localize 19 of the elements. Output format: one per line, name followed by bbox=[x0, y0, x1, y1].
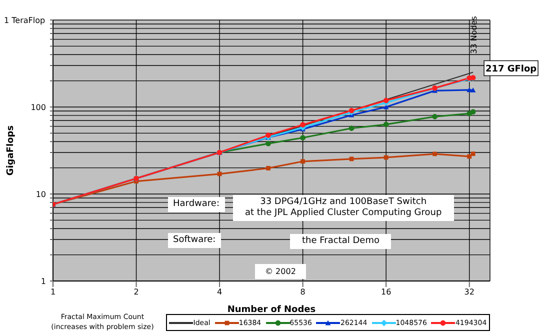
annotation: the Fractal Demo bbox=[290, 234, 392, 249]
x-tick-label: 8 bbox=[300, 288, 306, 297]
annotation: 33 DPG4/1GHz and 100BaseT Switch at the JPL Applied Cluster Computing Group bbox=[233, 195, 454, 221]
text: 1 TeraFlop bbox=[4, 15, 46, 26]
x-tick-label: 1 bbox=[50, 288, 56, 297]
x-tick-label: 16 bbox=[380, 288, 392, 297]
annotation: © 2002 bbox=[255, 264, 306, 279]
y-tick-label: 100 bbox=[30, 103, 46, 112]
annotation: Software: bbox=[168, 233, 221, 248]
y-tick-label: 10 bbox=[36, 190, 46, 199]
x-tick-label: 4 bbox=[216, 288, 222, 297]
x-tick-label: 32 bbox=[464, 288, 474, 297]
x-tick-label: 2 bbox=[134, 288, 139, 297]
annotation: 33 Nodes bbox=[468, 16, 480, 54]
annotation: Hardware: bbox=[168, 197, 224, 212]
y-tick-label: 1 bbox=[40, 277, 46, 286]
annotation: 217 GFlop bbox=[485, 64, 538, 75]
y-axis-title: GigaFlops bbox=[6, 125, 16, 176]
x-axis-title: Number of Nodes bbox=[227, 305, 316, 315]
